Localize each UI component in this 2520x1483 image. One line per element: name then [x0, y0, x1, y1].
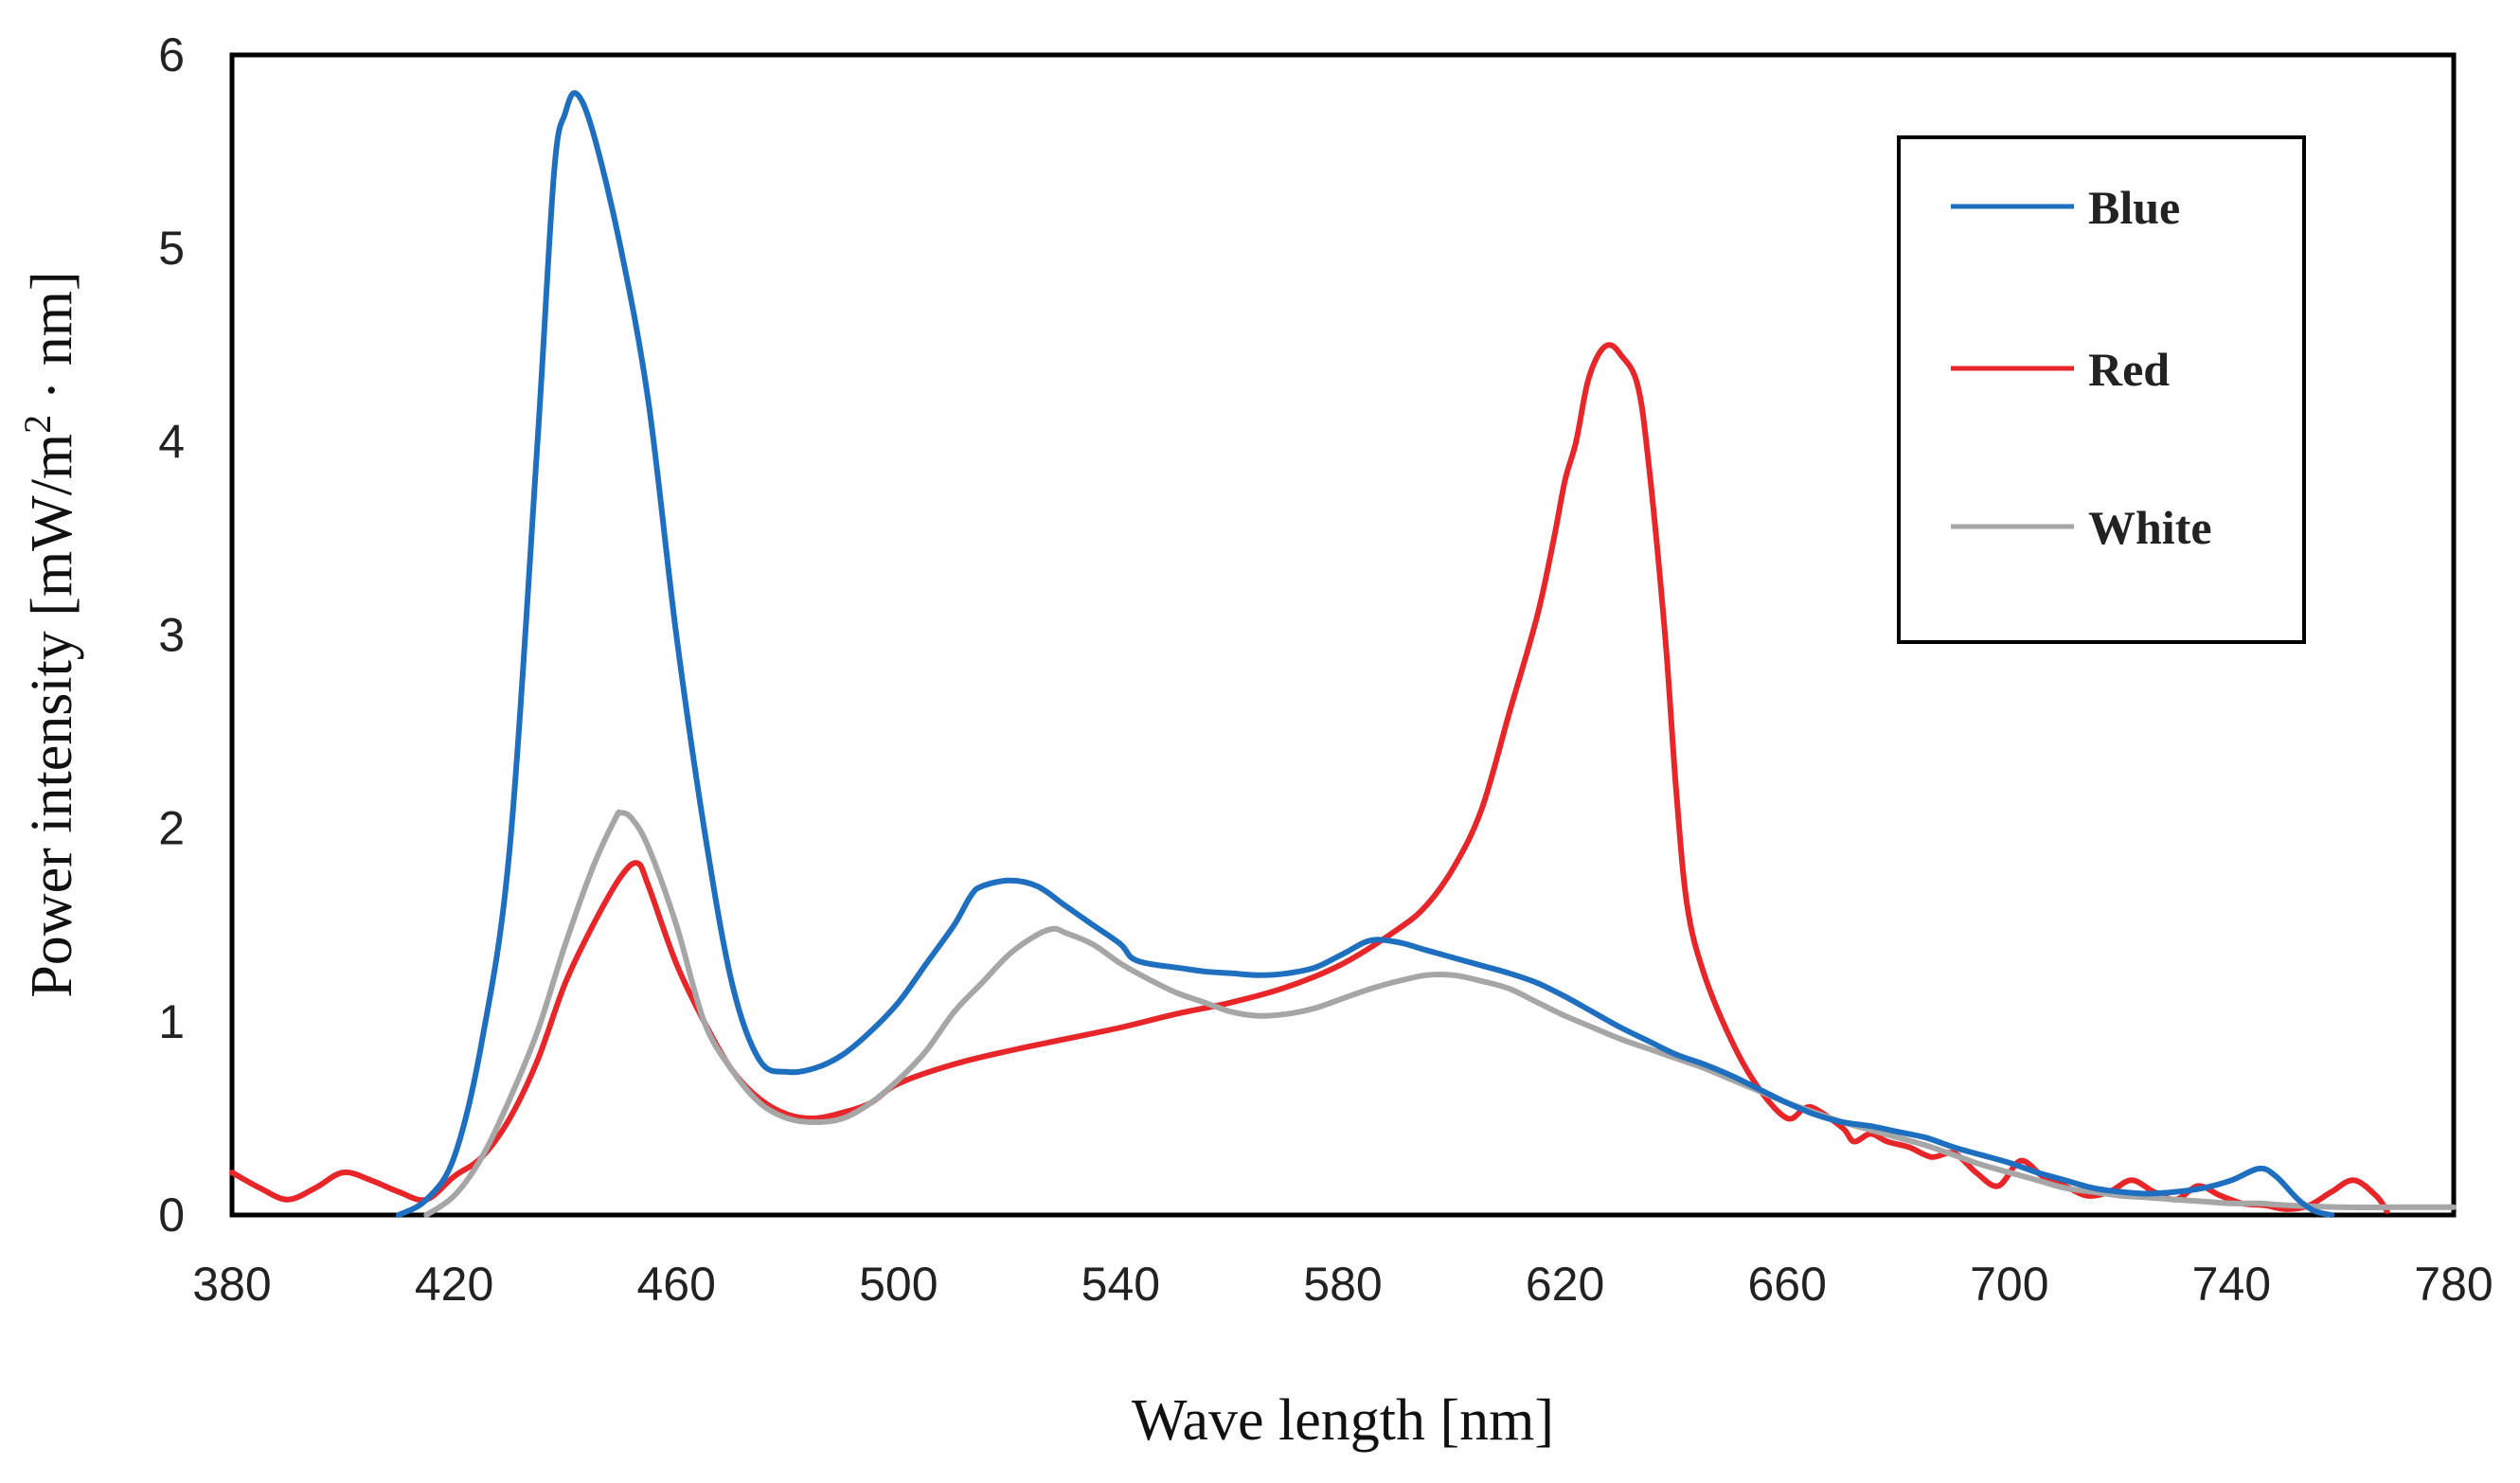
x-tick-label: 380	[192, 1258, 271, 1311]
y-tick-label: 4	[158, 415, 185, 468]
series-line-blue	[395, 90, 2334, 1218]
y-tick-label: 0	[158, 1188, 185, 1242]
legend-label-blue: Blue	[2088, 181, 2180, 234]
plot-area-frame	[229, 52, 2457, 1218]
x-tick-label: 620	[1526, 1258, 1604, 1311]
y-tick-label: 3	[158, 609, 185, 662]
x-tick-label: 740	[2192, 1258, 2271, 1311]
legend: Blue Red White	[1897, 135, 2306, 644]
x-tick-label: 580	[1303, 1258, 1382, 1311]
x-axis-ticks: 380 420 460 500 540 580 620 660 700 740 780	[192, 1258, 2493, 1311]
x-tick-label: 780	[2414, 1258, 2493, 1311]
x-tick-label: 500	[859, 1258, 938, 1311]
y-tick-label: 2	[158, 802, 185, 855]
y-axis-title-suffix: · nm]	[20, 271, 84, 415]
x-tick-label: 540	[1081, 1258, 1160, 1311]
series-line-white	[423, 809, 2457, 1218]
y-axis-title-superscript: 2	[16, 415, 59, 434]
legend-box	[1897, 135, 2306, 644]
series-layer	[229, 90, 2457, 1218]
x-tick-label: 420	[415, 1258, 493, 1311]
y-axis-ticks: 0 1 2 3 4 5 6	[158, 28, 185, 1242]
y-tick-label: 5	[158, 222, 185, 275]
legend-label-white: White	[2088, 501, 2212, 554]
x-tick-label: 460	[636, 1258, 715, 1311]
x-tick-label: 660	[1747, 1258, 1826, 1311]
legend-label-red: Red	[2088, 343, 2170, 396]
y-tick-label: 6	[158, 28, 185, 81]
x-tick-label: 700	[1970, 1258, 2048, 1311]
y-tick-label: 1	[158, 995, 185, 1048]
y-axis-title-prefix: Power intensity [mW/m	[20, 434, 84, 998]
y-axis-title: Power intensity [mW/m2 · nm]	[16, 271, 85, 997]
x-axis-title: Wave length [nm]	[1132, 1388, 1554, 1453]
